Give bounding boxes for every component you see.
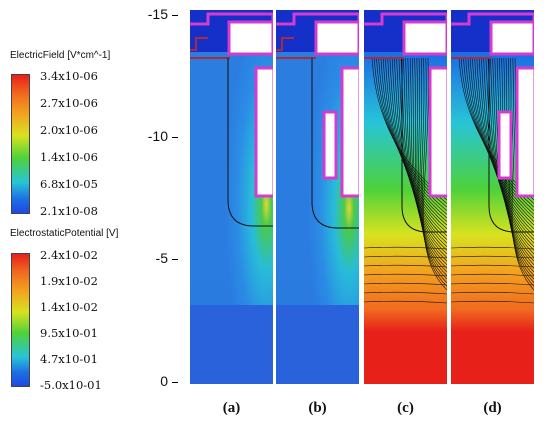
- contour-line: [403, 57, 447, 251]
- contour-line: [476, 57, 534, 230]
- equipotential-contours: [364, 57, 447, 304]
- contour-line: [478, 57, 534, 233]
- y-tick-label: -10: [147, 128, 168, 144]
- contour-line: [418, 57, 447, 276]
- y-tick-mark: [172, 259, 178, 260]
- panel-label-c: (c): [397, 400, 414, 416]
- panel-label-b: (b): [308, 400, 327, 416]
- contour-line: [501, 57, 534, 269]
- contour-line: [394, 57, 447, 237]
- legend-tick: 1.9x10-02: [40, 274, 98, 288]
- contour-line: [494, 57, 534, 258]
- contour-line: [364, 300, 447, 304]
- contour-line: [364, 255, 447, 259]
- contour-line: [382, 57, 447, 219]
- electrostatic-potential-colorbar: [11, 253, 30, 387]
- y-tick-label: -5: [155, 250, 168, 266]
- legend-tick: 1.4x10-02: [40, 300, 98, 314]
- legend-tick: 2.0x10-06: [40, 123, 98, 137]
- contour-line: [409, 57, 447, 262]
- contour-line: [364, 291, 447, 295]
- contour-line: [391, 57, 447, 233]
- contour-line: [451, 255, 534, 259]
- contour-line: [414, 57, 447, 269]
- legend-tick: 2.4x10-02: [40, 248, 98, 262]
- legend-tick: 2.7x10-06: [40, 96, 98, 110]
- contour-line: [451, 273, 534, 277]
- y-tick-label: 0: [160, 373, 168, 389]
- contour-line: [451, 291, 534, 295]
- contour-line: [389, 57, 447, 230]
- y-tick-mark: [172, 382, 178, 383]
- contour-line: [364, 246, 447, 250]
- panel-c: [364, 10, 447, 384]
- electric-field-map-a: [190, 10, 273, 384]
- legend-title: ElectrostaticPotential [V]: [10, 228, 119, 239]
- contour-line: [451, 300, 534, 304]
- legend-tick: 1.4x10-06: [40, 150, 98, 164]
- contour-line: [419, 57, 447, 280]
- junction-line: [401, 58, 447, 233]
- contour-line: [423, 57, 447, 291]
- contour-line: [496, 57, 534, 262]
- electric-field-colorbar: [11, 74, 30, 214]
- y-tick-label: -15: [147, 6, 168, 22]
- legend-tick: 6.8x10-05: [40, 177, 98, 191]
- electric-field-map-b: [276, 10, 359, 384]
- legend-tick: 3.4x10-06: [40, 69, 98, 83]
- panel-label-a: (a): [222, 400, 241, 416]
- panel-a: [190, 10, 273, 384]
- contour-line: [398, 57, 447, 244]
- contour-line: [385, 57, 447, 222]
- y-tick-mark: [172, 137, 178, 138]
- contour-line: [505, 57, 534, 276]
- legend-tick: 2.1x10-08: [40, 204, 98, 218]
- contour-line: [364, 273, 447, 277]
- contour-line: [474, 57, 534, 226]
- contour-line: [485, 57, 534, 244]
- panel-b: [276, 10, 359, 384]
- contour-line: [503, 57, 534, 273]
- electrostatic-potential-map-d: [451, 10, 534, 384]
- contour-line: [451, 264, 534, 268]
- electrostatic-potential-map-c: [364, 10, 447, 384]
- contour-line: [511, 57, 534, 291]
- contour-line: [416, 57, 447, 273]
- panel-divider: [273, 8, 275, 386]
- legend-tick: 4.7x10-01: [40, 352, 98, 366]
- panel-divider: [360, 8, 362, 386]
- contour-line: [407, 57, 447, 258]
- y-axis: -15 -10 -5 0: [130, 0, 190, 400]
- junction-line: [488, 58, 534, 233]
- contour-line: [499, 57, 534, 266]
- panel-label-d: (d): [483, 400, 502, 416]
- contour-line: [481, 57, 534, 237]
- contour-line: [422, 57, 447, 287]
- contour-line: [483, 57, 534, 240]
- panel-divider: [447, 8, 449, 386]
- panel-d: [451, 10, 534, 384]
- legend-tick: -5.0x10-01: [40, 378, 102, 392]
- contour-line: [364, 264, 447, 268]
- contour-line: [507, 57, 534, 280]
- legend-tick: 9.5x10-01: [40, 326, 98, 340]
- contour-line: [405, 57, 447, 255]
- equipotential-contours: [451, 57, 534, 304]
- contour-line: [451, 282, 534, 286]
- contour-line: [387, 57, 447, 226]
- contour-line: [412, 57, 447, 266]
- legend-title: ElectricField [V*cm^-1]: [10, 50, 111, 61]
- contour-line: [364, 282, 447, 286]
- contour-line: [487, 57, 534, 248]
- contour-line: [451, 246, 534, 250]
- y-tick-mark: [172, 15, 178, 16]
- contour-line: [396, 57, 447, 240]
- contour-line: [510, 57, 534, 287]
